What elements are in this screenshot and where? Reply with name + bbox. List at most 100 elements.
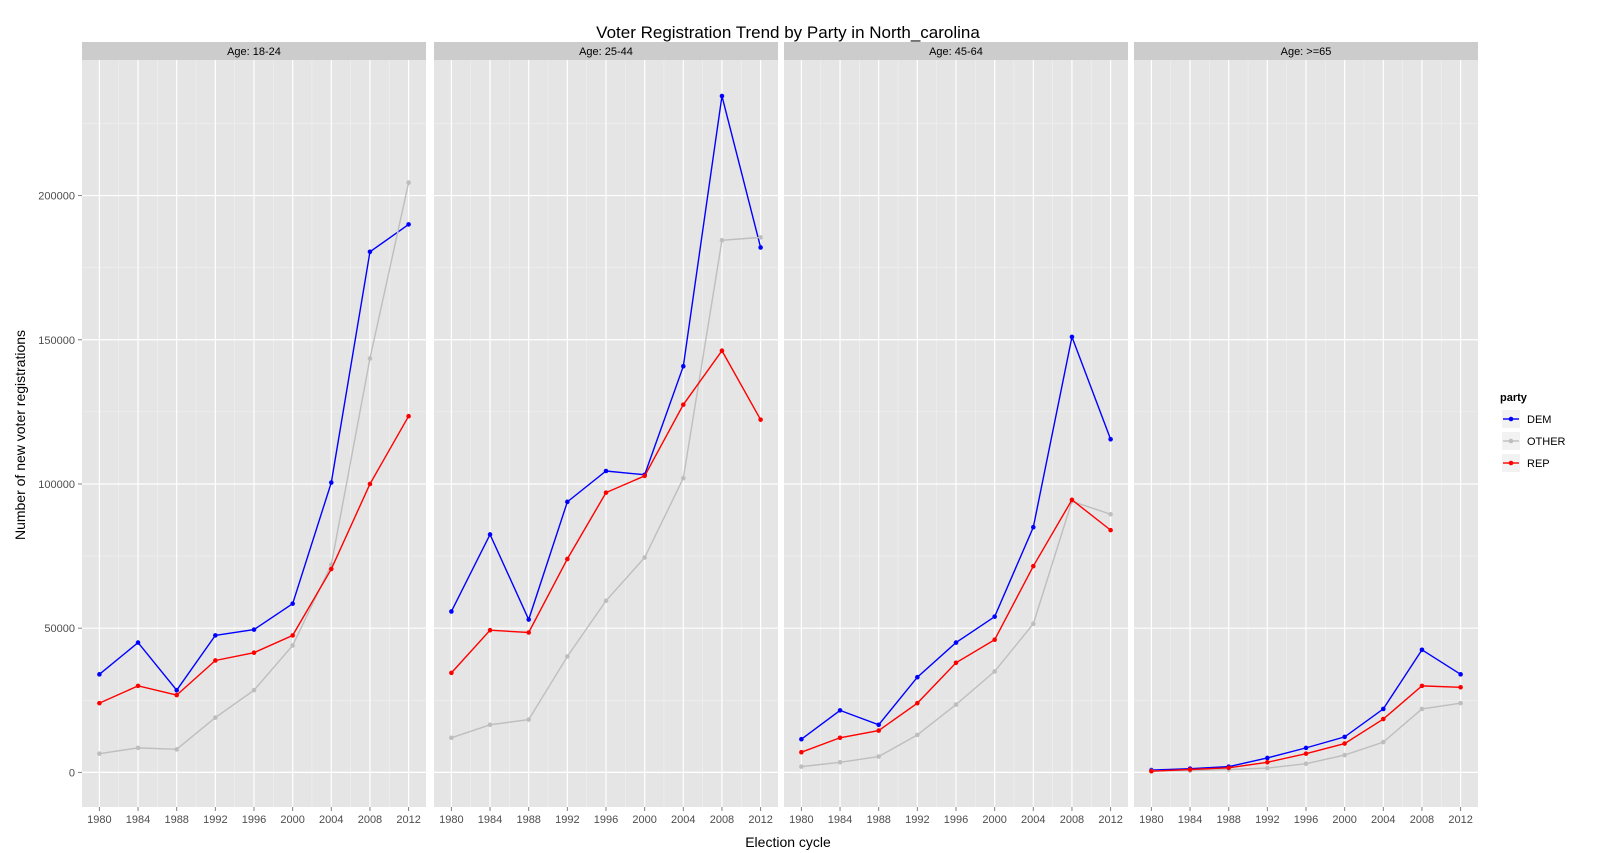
data-point xyxy=(487,722,493,728)
x-tick-label: 1980 xyxy=(789,814,813,826)
facet-strip xyxy=(1134,42,1478,60)
x-tick-label: 1996 xyxy=(594,814,618,826)
x-tick-label: 2012 xyxy=(748,814,772,826)
data-point xyxy=(1303,761,1309,767)
data-point xyxy=(135,683,141,689)
facet-panel: Age: 25-44 1980 1984 1988 1992 1996 2000 2004 20… xyxy=(434,42,778,826)
data-point xyxy=(329,480,334,485)
data-point xyxy=(174,687,179,693)
data-point xyxy=(1381,739,1386,745)
data-point xyxy=(1342,752,1347,758)
data-point xyxy=(1303,751,1309,756)
data-point xyxy=(1419,647,1425,653)
data-point xyxy=(135,745,141,751)
x-tick-label: 2008 xyxy=(1060,814,1084,826)
y-tick-label: 0 xyxy=(69,767,75,779)
x-tick-label: 2000 xyxy=(280,814,304,826)
legend-title: party xyxy=(1500,392,1528,404)
data-point xyxy=(876,754,881,759)
data-point xyxy=(290,643,295,648)
series-rep xyxy=(97,413,411,706)
data-point xyxy=(526,617,531,622)
data-point xyxy=(1069,334,1075,340)
series-dem xyxy=(449,93,763,622)
data-point xyxy=(329,566,334,572)
facet-panel: Age: 18-24 1980 1984 1988 1992 1996 2000 2004 20… xyxy=(82,42,426,826)
x-tick-label: 1992 xyxy=(555,814,579,826)
facet-panel: Age: >=65 1980 1984 1988 1992 1996 2000 2004 200… xyxy=(1134,42,1478,826)
data-point xyxy=(1108,511,1113,517)
facet-strip-label: Age: 18-24 xyxy=(227,46,281,58)
x-tick-label: 1984 xyxy=(1178,814,1202,826)
data-point xyxy=(681,363,686,369)
facet-strip xyxy=(434,42,778,60)
data-point xyxy=(406,413,411,419)
data-point xyxy=(367,481,373,487)
data-point xyxy=(837,735,843,741)
legend-key-point xyxy=(1508,460,1514,466)
x-tick-label: 2012 xyxy=(396,814,420,826)
facet-strip-label: Age: 25-44 xyxy=(579,46,633,58)
data-point xyxy=(719,93,725,99)
data-point xyxy=(97,672,102,677)
data-point xyxy=(719,237,725,243)
data-point xyxy=(799,749,804,755)
data-point xyxy=(1149,768,1154,774)
data-point xyxy=(799,736,804,742)
data-point xyxy=(1031,621,1036,627)
data-point xyxy=(642,555,647,560)
data-point xyxy=(876,722,881,728)
x-tick-label: 1988 xyxy=(164,814,188,826)
chart-title: Voter Registration Trend by Party in Nor… xyxy=(596,23,980,42)
facet-strip-label: Age: >=65 xyxy=(1281,46,1332,58)
data-point xyxy=(406,222,411,227)
data-point xyxy=(642,473,647,479)
data-point xyxy=(251,687,257,693)
facet-panel: Age: 45-64 1980 1984 1988 1992 1996 2000 2004 20… xyxy=(784,42,1128,826)
data-point xyxy=(213,715,218,720)
data-point xyxy=(758,417,763,422)
legend-label: DEM xyxy=(1527,414,1551,426)
facet-strip xyxy=(784,42,1128,60)
data-point xyxy=(1108,436,1113,442)
legend-entry-rep: REP xyxy=(1502,454,1550,472)
facet-panels: Age: 18-24 1980 1984 1988 1992 1996 2000 2004 20… xyxy=(82,42,1478,826)
data-point xyxy=(1265,755,1270,761)
y-axis-label: Number of new voter registrations xyxy=(12,330,28,540)
data-point xyxy=(97,700,102,706)
y-tick-label: 150000 xyxy=(38,335,75,347)
data-point xyxy=(1303,745,1309,751)
data-point xyxy=(1458,685,1463,690)
x-tick-label: 2008 xyxy=(1410,814,1434,826)
y-tick-label: 100000 xyxy=(38,479,75,491)
data-point xyxy=(251,627,257,632)
data-point xyxy=(758,235,763,240)
data-point xyxy=(565,654,570,659)
data-point xyxy=(953,640,959,645)
legend-label: REP xyxy=(1527,458,1550,470)
facet-strip-label: Age: 45-64 xyxy=(929,46,983,58)
legend-key-point xyxy=(1508,438,1514,444)
data-point xyxy=(992,637,997,643)
y-tick-label: 200000 xyxy=(38,191,75,203)
data-point xyxy=(1419,706,1425,712)
series-rep xyxy=(799,497,1113,755)
data-point xyxy=(213,658,218,663)
x-tick-label: 2004 xyxy=(1371,814,1395,826)
legend-entry-dem: DEM xyxy=(1502,410,1551,428)
data-point xyxy=(758,245,763,250)
data-point xyxy=(406,180,411,185)
data-point xyxy=(953,660,959,666)
data-point xyxy=(526,630,531,635)
data-point xyxy=(603,490,609,495)
x-tick-label: 1984 xyxy=(478,814,502,826)
data-point xyxy=(290,601,295,606)
data-point xyxy=(603,598,609,604)
legend-label: OTHER xyxy=(1527,436,1566,448)
data-point xyxy=(1458,700,1463,706)
data-point xyxy=(367,249,373,255)
data-point xyxy=(487,532,493,537)
data-point xyxy=(1458,672,1463,677)
x-tick-label: 2000 xyxy=(632,814,656,826)
